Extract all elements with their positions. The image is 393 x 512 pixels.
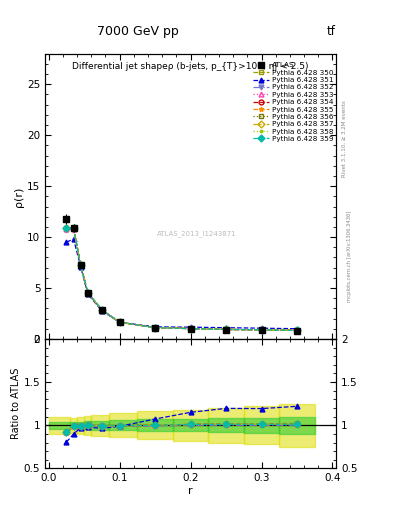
Text: tf: tf [327, 26, 336, 38]
Y-axis label: ρ(r): ρ(r) [14, 186, 24, 206]
Y-axis label: Ratio to ATLAS: Ratio to ATLAS [11, 368, 21, 439]
Legend: ATLAS, Pythia 6.428 350, Pythia 6.428 351, Pythia 6.428 352, Pythia 6.428 353, P: ATLAS, Pythia 6.428 350, Pythia 6.428 35… [252, 61, 334, 143]
Text: 7000 GeV pp: 7000 GeV pp [97, 26, 178, 38]
Text: Differential jet shapeρ (b-jets, p_{T}>100, η| < 2.5): Differential jet shapeρ (b-jets, p_{T}>1… [72, 62, 309, 71]
Text: ATLAS_2013_I1243871: ATLAS_2013_I1243871 [156, 230, 236, 237]
Text: mcplots.cern.ch [arXiv:1306.3436]: mcplots.cern.ch [arXiv:1306.3436] [347, 210, 352, 302]
Text: Rivet 3.1.10, ≥ 3.2M events: Rivet 3.1.10, ≥ 3.2M events [342, 100, 347, 177]
X-axis label: r: r [188, 486, 193, 496]
